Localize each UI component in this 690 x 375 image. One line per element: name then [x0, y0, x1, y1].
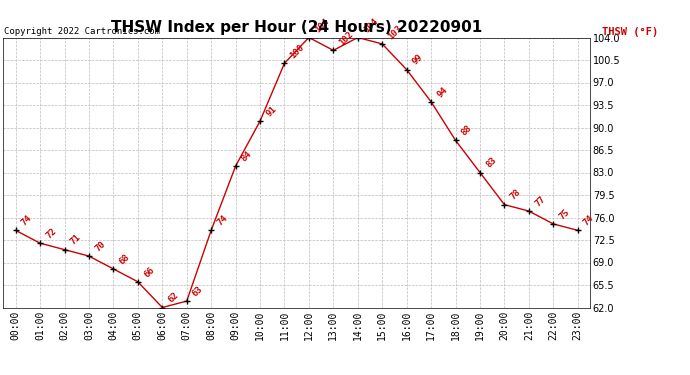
Text: 78: 78	[509, 188, 522, 202]
Text: 70: 70	[93, 239, 107, 253]
Text: 62: 62	[166, 291, 180, 305]
Text: 104: 104	[313, 17, 331, 35]
Text: 72: 72	[44, 226, 58, 240]
Text: 66: 66	[142, 265, 156, 279]
Text: 103: 103	[386, 23, 404, 41]
Text: 99: 99	[411, 53, 425, 67]
Text: Copyright 2022 Cartronics.com: Copyright 2022 Cartronics.com	[4, 27, 160, 36]
Text: THSW (°F): THSW (°F)	[602, 27, 658, 37]
Text: 63: 63	[191, 284, 205, 298]
Text: 77: 77	[533, 194, 547, 208]
Text: 74: 74	[20, 214, 34, 228]
Text: 71: 71	[69, 233, 83, 247]
Text: 100: 100	[288, 43, 306, 60]
Title: THSW Index per Hour (24 Hours) 20220901: THSW Index per Hour (24 Hours) 20220901	[111, 20, 482, 35]
Text: 91: 91	[264, 104, 278, 118]
Text: 88: 88	[460, 124, 473, 138]
Text: 75: 75	[558, 207, 571, 221]
Text: 83: 83	[484, 156, 498, 170]
Text: 104: 104	[362, 17, 380, 35]
Text: 94: 94	[435, 85, 449, 99]
Text: 68: 68	[117, 252, 132, 266]
Text: 74: 74	[215, 214, 229, 228]
Text: 84: 84	[239, 149, 254, 163]
Text: 102: 102	[337, 30, 355, 48]
Text: 74: 74	[582, 214, 596, 228]
